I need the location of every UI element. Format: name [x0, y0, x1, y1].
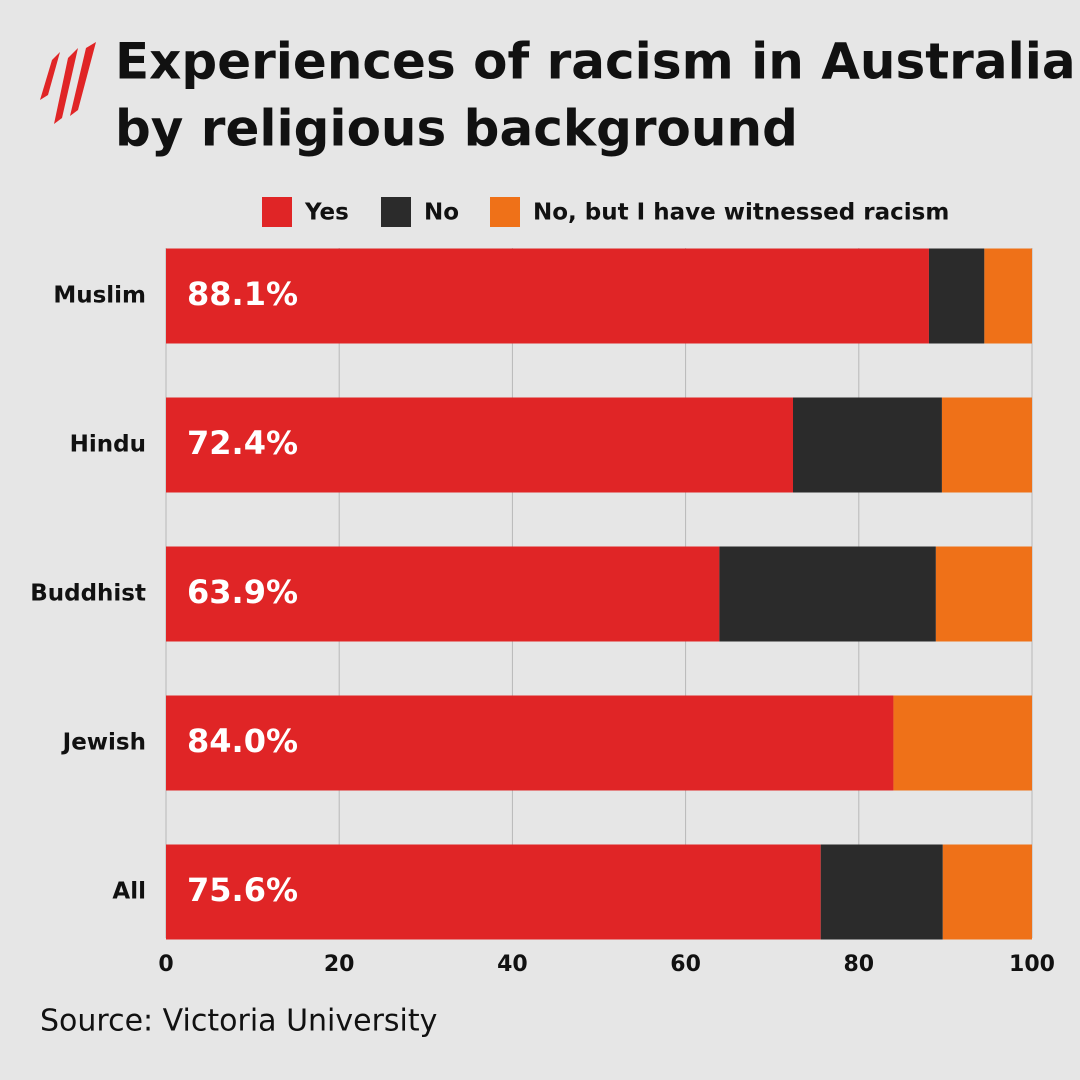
bar-segment	[719, 546, 936, 642]
x-tick-label: 60	[670, 952, 701, 977]
y-tick-label: Jewish	[61, 730, 146, 756]
legend-label: No, but I have witnessed racism	[533, 200, 949, 226]
bar-segment	[984, 248, 1032, 344]
bar-segment	[166, 844, 821, 940]
bar-segment	[166, 397, 793, 493]
chart-title: by religious background	[115, 100, 798, 158]
value-label: 75.6%	[187, 871, 298, 909]
x-tick-label: 20	[324, 952, 355, 977]
legend-label: No	[424, 200, 459, 226]
bar-segment	[166, 248, 929, 344]
value-label: 72.4%	[187, 424, 298, 462]
y-tick-label: Buddhist	[30, 581, 146, 607]
value-label: 63.9%	[187, 573, 298, 611]
legend-swatch	[381, 197, 411, 227]
legend-swatch	[262, 197, 292, 227]
value-label: 88.1%	[187, 275, 298, 313]
x-tick-label: 0	[158, 952, 173, 977]
y-tick-label: Hindu	[70, 432, 146, 458]
bar-segment	[942, 844, 1032, 940]
bar-segment	[893, 695, 1032, 791]
bar-segment	[935, 546, 1032, 642]
bar-segment	[928, 248, 985, 344]
x-tick-label: 40	[497, 952, 528, 977]
bar-segment	[166, 546, 720, 642]
chart-title: Experiences of racism in Australia	[115, 33, 1076, 91]
bar-segment	[941, 397, 1032, 493]
x-tick-label: 100	[1009, 952, 1055, 977]
y-tick-label: All	[112, 879, 146, 905]
legend-swatch	[490, 197, 520, 227]
bar-segment	[792, 397, 942, 493]
source: Source: Victoria University	[40, 1004, 437, 1039]
logo	[40, 42, 96, 124]
bar-segment	[820, 844, 943, 940]
y-tick-label: Muslim	[53, 283, 146, 309]
value-label: 84.0%	[187, 722, 298, 760]
x-tick-label: 80	[843, 952, 874, 977]
legend-label: Yes	[304, 200, 349, 226]
bar-segment	[166, 695, 894, 791]
